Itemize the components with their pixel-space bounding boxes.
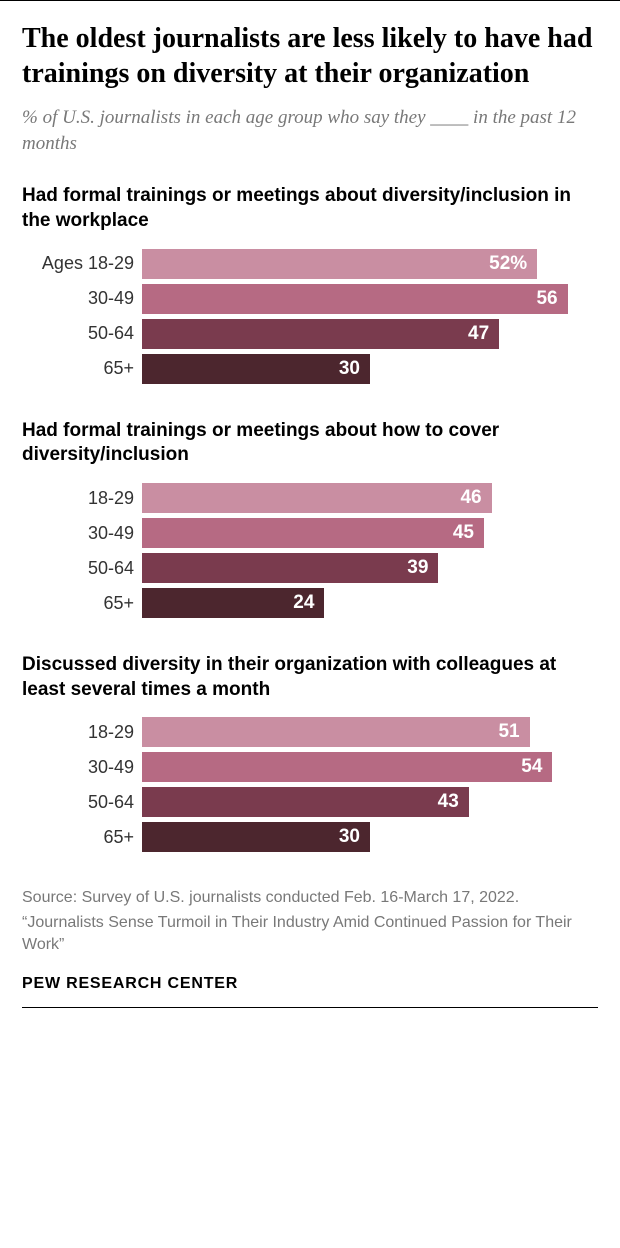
bar-value: 46 bbox=[460, 487, 481, 509]
bar-label: 30-49 bbox=[22, 288, 142, 309]
footer-source: Source: Survey of U.S. journalists condu… bbox=[22, 887, 598, 909]
bar: 30 bbox=[142, 354, 370, 384]
bar-row: 30-49 56 bbox=[22, 283, 598, 315]
chart-container: The oldest journalists are less likely t… bbox=[0, 0, 620, 1026]
bar-track: 47 bbox=[142, 319, 598, 349]
bar-track: 24 bbox=[142, 588, 598, 618]
bar-label: 30-49 bbox=[22, 523, 142, 544]
bar-value: 56 bbox=[536, 288, 557, 310]
chart-group: Discussed diversity in their organizatio… bbox=[22, 653, 598, 853]
bar-label: 50-64 bbox=[22, 323, 142, 344]
bar-track: 43 bbox=[142, 787, 598, 817]
bar-row: 30-49 45 bbox=[22, 517, 598, 549]
bar: 56 bbox=[142, 284, 568, 314]
bar-label: 50-64 bbox=[22, 558, 142, 579]
bar-row: 65+ 30 bbox=[22, 353, 598, 385]
bar-value: 24 bbox=[293, 592, 314, 614]
bar-value: 54 bbox=[521, 756, 542, 778]
chart-title: The oldest journalists are less likely t… bbox=[22, 21, 598, 91]
bar-track: 51 bbox=[142, 717, 598, 747]
bar-value: 47 bbox=[468, 323, 489, 345]
bar-label: 65+ bbox=[22, 358, 142, 379]
bar: 30 bbox=[142, 822, 370, 852]
bar-value: 30 bbox=[339, 358, 360, 380]
bar-label: 18-29 bbox=[22, 722, 142, 743]
bar: 43 bbox=[142, 787, 469, 817]
bar: 52% bbox=[142, 249, 537, 279]
bar-track: 30 bbox=[142, 354, 598, 384]
bar-value: 45 bbox=[453, 522, 474, 544]
bar-value: 39 bbox=[407, 557, 428, 579]
group-title: Discussed diversity in their organizatio… bbox=[22, 653, 598, 702]
bar-label: 50-64 bbox=[22, 792, 142, 813]
bar-track: 45 bbox=[142, 518, 598, 548]
bar-label: Ages 18-29 bbox=[22, 253, 142, 274]
bar: 51 bbox=[142, 717, 530, 747]
bar: 47 bbox=[142, 319, 499, 349]
group-title: Had formal trainings or meetings about h… bbox=[22, 419, 598, 468]
chart-subtitle: % of U.S. journalists in each age group … bbox=[22, 105, 598, 156]
bar: 39 bbox=[142, 553, 438, 583]
chart-groups: Had formal trainings or meetings about d… bbox=[22, 184, 598, 853]
bar: 45 bbox=[142, 518, 484, 548]
footer-report: “Journalists Sense Turmoil in Their Indu… bbox=[22, 912, 598, 957]
bar-label: 65+ bbox=[22, 827, 142, 848]
bar-value: 51 bbox=[498, 721, 519, 743]
bar-track: 30 bbox=[142, 822, 598, 852]
bar: 46 bbox=[142, 483, 492, 513]
bar-track: 39 bbox=[142, 553, 598, 583]
bar-track: 54 bbox=[142, 752, 598, 782]
bar-row: 50-64 39 bbox=[22, 552, 598, 584]
chart-group: Had formal trainings or meetings about d… bbox=[22, 184, 598, 384]
chart-footer: Source: Survey of U.S. journalists condu… bbox=[22, 887, 598, 956]
bar-label: 65+ bbox=[22, 593, 142, 614]
bar-row: 65+ 30 bbox=[22, 821, 598, 853]
bar-row: 30-49 54 bbox=[22, 751, 598, 783]
bar-track: 52% bbox=[142, 249, 598, 279]
bar: 24 bbox=[142, 588, 324, 618]
chart-group: Had formal trainings or meetings about h… bbox=[22, 419, 598, 619]
bar-row: 50-64 43 bbox=[22, 786, 598, 818]
bar-row: 18-29 46 bbox=[22, 482, 598, 514]
bar-label: 18-29 bbox=[22, 488, 142, 509]
bar-value: 30 bbox=[339, 826, 360, 848]
bar-track: 46 bbox=[142, 483, 598, 513]
bar-row: 50-64 47 bbox=[22, 318, 598, 350]
bar-track: 56 bbox=[142, 284, 598, 314]
bar-value: 52% bbox=[489, 253, 527, 275]
bar-row: 18-29 51 bbox=[22, 716, 598, 748]
bottom-rule bbox=[22, 1007, 598, 1008]
bar-value: 43 bbox=[438, 791, 459, 813]
bar-label: 30-49 bbox=[22, 757, 142, 778]
group-title: Had formal trainings or meetings about d… bbox=[22, 184, 598, 233]
org-name: PEW RESEARCH CENTER bbox=[22, 975, 598, 993]
bar-row: Ages 18-29 52% bbox=[22, 248, 598, 280]
bar-row: 65+ 24 bbox=[22, 587, 598, 619]
bar: 54 bbox=[142, 752, 552, 782]
